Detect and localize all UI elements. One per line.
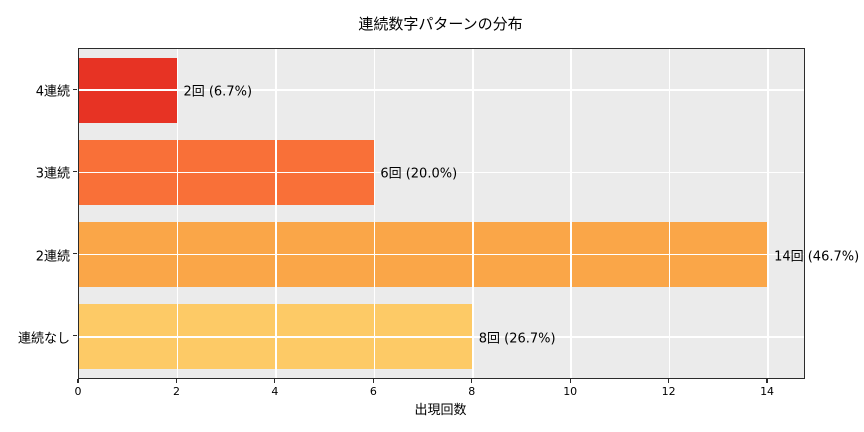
gridline-y-3連続 xyxy=(79,171,804,174)
chart-title: 連続数字パターンの分布 xyxy=(358,15,523,33)
gridline-x-4 xyxy=(275,49,277,378)
x-tick-label-10: 10 xyxy=(563,385,578,398)
x-tick-mark xyxy=(372,379,374,383)
bar-value-label: 2回 (6.7%) xyxy=(183,84,253,100)
x-tick-label-12: 12 xyxy=(661,385,676,398)
y-tick-mark xyxy=(73,253,77,255)
gridline-x-12 xyxy=(668,49,671,378)
y-tick-label-連続なし: 連続なし xyxy=(17,331,70,347)
x-tick-label-14: 14 xyxy=(760,385,775,398)
y-tick-label-3連続: 3連続 xyxy=(35,166,70,182)
x-tick-mark xyxy=(668,379,670,383)
x-tick-label-0: 0 xyxy=(74,385,82,398)
x-tick-label-4: 4 xyxy=(271,385,279,398)
gridline-y-4連続 xyxy=(79,89,804,91)
gridline-y-2連続 xyxy=(79,253,804,256)
x-tick-label-2: 2 xyxy=(172,385,180,398)
y-tick-mark xyxy=(73,335,77,337)
x-tick-label-8: 8 xyxy=(468,385,476,398)
gridline-x-6 xyxy=(373,49,376,378)
bar-value-label: 14回 (46.7%) xyxy=(774,249,860,265)
y-tick-label-4連続: 4連続 xyxy=(35,84,70,100)
gridline-x-8 xyxy=(472,49,474,378)
y-tick-mark xyxy=(73,88,77,90)
x-tick-label-6: 6 xyxy=(369,385,377,398)
gridline-x-10 xyxy=(570,49,572,378)
x-tick-mark xyxy=(175,379,178,383)
bar-value-label: 6回 (20.0%) xyxy=(380,166,458,182)
gridline-x-14 xyxy=(767,49,769,378)
x-tick-mark xyxy=(274,379,276,383)
x-axis-label: 出現回数 xyxy=(414,403,467,418)
x-tick-mark xyxy=(77,379,79,383)
plot-area xyxy=(78,48,805,379)
y-tick-label-2連続: 2連続 xyxy=(35,249,70,265)
y-tick-mark xyxy=(73,170,77,172)
gridline-y-連続なし xyxy=(79,336,804,338)
gridline-x-2 xyxy=(176,49,179,378)
x-tick-mark xyxy=(569,379,571,383)
x-tick-mark xyxy=(471,379,473,383)
bar-value-label: 8回 (26.7%) xyxy=(478,331,556,347)
x-tick-mark xyxy=(766,379,768,383)
